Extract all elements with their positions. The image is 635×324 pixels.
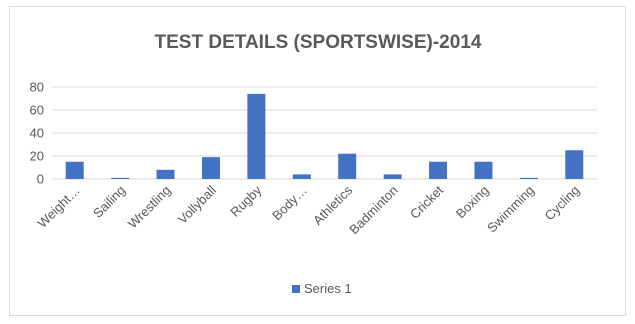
bars bbox=[65, 93, 584, 179]
bar-0 bbox=[65, 161, 84, 179]
bar-1 bbox=[111, 177, 130, 179]
x-tick-label: Boxing bbox=[453, 183, 492, 222]
y-tick-label: 20 bbox=[30, 149, 44, 164]
x-tick-label: Cricket bbox=[407, 182, 446, 221]
y-tick-label: 60 bbox=[30, 103, 44, 118]
y-axis-ticks: 0 20 40 60 80 bbox=[30, 80, 44, 187]
x-tick-label: Rugby bbox=[227, 182, 265, 220]
x-tick-label: Vollyball bbox=[175, 182, 219, 226]
legend-label: Series 1 bbox=[304, 281, 352, 296]
bar-4 bbox=[247, 93, 266, 179]
bar-11 bbox=[565, 150, 584, 179]
chart-title: TEST DETAILS (SPORTSWISE)-2014 bbox=[155, 32, 482, 53]
bar-6 bbox=[338, 153, 357, 179]
x-tick-label: Body… bbox=[269, 183, 310, 224]
x-tick-label: Badminton bbox=[346, 183, 401, 238]
bar-8 bbox=[429, 161, 448, 179]
y-tick-label: 0 bbox=[37, 172, 44, 187]
chart-frame bbox=[9, 6, 626, 316]
legend: Series 1 bbox=[292, 281, 352, 296]
bar-9 bbox=[474, 161, 493, 179]
y-tick-label: 40 bbox=[30, 126, 44, 141]
bar-5 bbox=[292, 174, 311, 179]
x-tick-label: Athletics bbox=[310, 182, 356, 228]
x-tick-label: Weight… bbox=[35, 183, 83, 231]
x-tick-label: Cycling bbox=[542, 183, 583, 224]
y-tick-label: 80 bbox=[30, 80, 44, 95]
legend-swatch bbox=[292, 285, 300, 293]
bar-7 bbox=[383, 174, 402, 179]
bar-10 bbox=[519, 177, 538, 179]
gridlines bbox=[52, 86, 597, 180]
x-tick-label: Swimming bbox=[484, 183, 537, 236]
bar-2 bbox=[156, 169, 175, 179]
bar-3 bbox=[201, 157, 220, 179]
x-tick-label: Wrestling bbox=[125, 183, 174, 232]
x-tick-label: Sailing bbox=[90, 183, 128, 221]
